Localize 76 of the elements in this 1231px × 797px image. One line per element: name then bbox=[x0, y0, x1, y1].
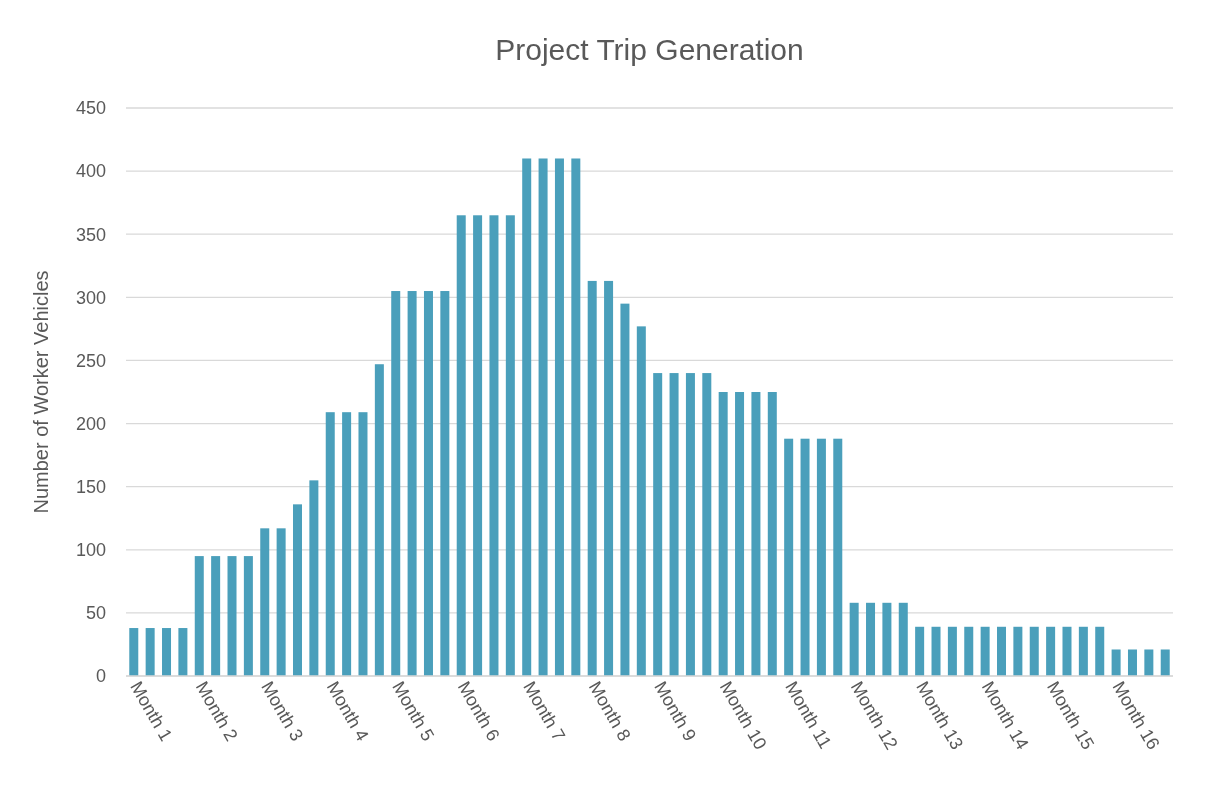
bar bbox=[833, 438, 843, 676]
y-tick-label: 350 bbox=[75, 224, 106, 245]
bar bbox=[767, 392, 777, 676]
bar bbox=[145, 628, 155, 676]
bar bbox=[391, 291, 401, 676]
bar bbox=[685, 373, 695, 676]
bar bbox=[456, 215, 466, 676]
bar bbox=[473, 215, 483, 676]
bar bbox=[374, 364, 384, 676]
bar bbox=[1144, 649, 1154, 676]
bar bbox=[816, 438, 826, 676]
y-tick-label: 0 bbox=[95, 666, 106, 687]
bar bbox=[947, 626, 957, 676]
bar bbox=[260, 528, 270, 676]
y-tick-label: 300 bbox=[75, 287, 106, 308]
bar bbox=[620, 303, 630, 676]
bar bbox=[702, 373, 712, 676]
bar bbox=[718, 392, 728, 676]
bar bbox=[604, 280, 614, 676]
bar bbox=[997, 626, 1006, 676]
y-tick-label: 100 bbox=[75, 540, 106, 561]
bar bbox=[587, 280, 597, 676]
bar bbox=[1095, 626, 1105, 676]
bar bbox=[653, 373, 663, 676]
bar bbox=[227, 556, 237, 676]
bar bbox=[1127, 649, 1137, 676]
bar bbox=[342, 412, 352, 676]
bar bbox=[735, 392, 745, 676]
bar bbox=[1062, 626, 1072, 676]
bar bbox=[849, 602, 859, 676]
bar bbox=[243, 556, 253, 676]
bar bbox=[636, 326, 646, 676]
bar bbox=[571, 158, 581, 676]
bar bbox=[538, 158, 548, 676]
bar bbox=[162, 628, 172, 676]
y-tick-label: 50 bbox=[85, 603, 106, 624]
bar bbox=[1111, 649, 1121, 676]
bar bbox=[276, 528, 286, 676]
bar bbox=[1029, 626, 1039, 676]
bar bbox=[293, 504, 302, 676]
bar bbox=[898, 602, 908, 676]
bar bbox=[358, 412, 368, 676]
bar bbox=[1160, 649, 1170, 676]
bar bbox=[931, 626, 941, 676]
bar bbox=[211, 556, 221, 676]
y-axis-title: Number of Worker Vehicles bbox=[30, 270, 52, 514]
bar bbox=[129, 628, 139, 676]
bar bbox=[505, 215, 515, 676]
bar bbox=[669, 373, 679, 676]
y-tick-label: 150 bbox=[75, 476, 106, 497]
bar bbox=[1046, 626, 1056, 676]
bar bbox=[440, 291, 450, 676]
bar bbox=[489, 215, 499, 676]
y-tick-label: 250 bbox=[75, 350, 106, 371]
bar bbox=[407, 291, 417, 676]
y-tick-label: 450 bbox=[75, 98, 106, 119]
y-tick-label: 200 bbox=[75, 413, 106, 434]
bar bbox=[1078, 626, 1088, 676]
bar bbox=[882, 602, 892, 676]
bar bbox=[751, 392, 761, 676]
bar bbox=[964, 626, 974, 676]
bar bbox=[784, 438, 794, 676]
y-tick-label: 400 bbox=[75, 161, 106, 182]
bar bbox=[178, 628, 188, 676]
bar bbox=[423, 291, 433, 676]
bar bbox=[309, 480, 319, 676]
chart-title: Project Trip Generation bbox=[495, 33, 804, 66]
bar bbox=[554, 158, 564, 676]
bar bbox=[522, 158, 532, 676]
bar bbox=[325, 412, 335, 676]
bar bbox=[980, 626, 990, 676]
bar bbox=[800, 438, 810, 676]
bar bbox=[194, 556, 204, 676]
bar bbox=[915, 626, 925, 676]
bar bbox=[866, 602, 876, 676]
bar bbox=[1013, 626, 1023, 676]
